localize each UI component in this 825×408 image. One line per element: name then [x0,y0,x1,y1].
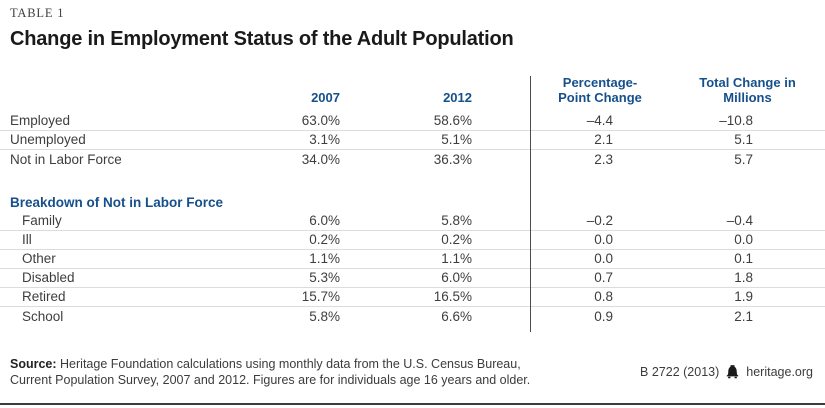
cell-pp-change: –4.4 [586,113,613,128]
cell-total-change: 0.1 [734,251,753,266]
table-row: Ill 0.2% 0.2% 0.0 0.0 [0,231,825,250]
column-header-pp-change: Percentage-Point Change [558,75,642,106]
cell-2012: 5.1% [441,132,472,147]
cell-2012: 6.0% [441,270,472,285]
cell-2007: 63.0% [301,113,340,128]
cell-2012: 0.2% [441,232,472,247]
column-divider-line [530,76,531,332]
footer: Source: Heritage Foundation calculations… [0,356,825,408]
cell-2012: 36.3% [433,151,472,167]
column-header-total-change: Total Change in Millions [699,75,796,106]
cell-total-change: 0.0 [734,232,753,247]
cell-2012: 1.1% [441,251,472,266]
section-header-label: Breakdown of Not in Labor Force [10,195,224,210]
cell-pp-change: 0.7 [594,270,613,285]
column-header-2007: 2007 [311,90,340,106]
table-header-row: 2007 2012 Percentage-Point Change Total … [0,74,825,112]
cell-2007: 3.1% [309,132,340,147]
cell-total-change: 1.9 [734,289,753,304]
source-note: Source: Heritage Foundation calculations… [10,356,530,388]
publication-code: B 2722 (2013) [640,365,720,379]
table-row: Retired 15.7% 16.5% 0.8 1.9 [0,288,825,307]
row-label: Disabled [22,270,75,285]
site-link: heritage.org [746,365,813,379]
cell-2007: 5.3% [309,270,340,285]
publication-line: B 2722 (2013) heritage.org [640,365,813,379]
cell-total-change: 1.8 [734,270,753,285]
liberty-bell-icon [725,365,740,379]
row-label: Not in Labor Force [10,151,122,167]
section-header-row: Breakdown of Not in Labor Force [0,193,825,212]
row-label: Family [22,213,62,228]
cell-total-change: 2.1 [734,308,753,324]
source-text: Heritage Foundation calculations using m… [56,357,521,371]
cell-2012: 16.5% [433,289,472,304]
cell-pp-change: 0.0 [594,251,613,266]
cell-total-change: 5.1 [734,132,753,147]
row-label: Ill [22,232,32,247]
cell-pp-change: 2.1 [594,132,613,147]
row-label: School [22,308,64,324]
table-row: School 5.8% 6.6% 0.9 2.1 [0,307,825,326]
cell-pp-change: –0.2 [586,213,613,228]
cell-pp-change: 0.8 [594,289,613,304]
source-line-1: Source: Heritage Foundation calculations… [10,356,530,372]
column-header-2012: 2012 [443,90,472,106]
cell-total-change: 5.7 [734,151,753,167]
cell-2007: 1.1% [309,251,340,266]
table-row: Family 6.0% 5.8% –0.2 –0.4 [0,212,825,231]
table-body: Employed 63.0% 58.6% –4.4 –10.8 Unemployed 3.1… [0,112,825,326]
source-label: Source: [10,357,57,371]
row-label: Unemployed [10,132,86,147]
cell-2007: 15.7% [301,289,340,304]
cell-pp-change: 0.0 [594,232,613,247]
row-label: Employed [10,113,71,128]
table-row: Unemployed 3.1% 5.1% 2.1 5.1 [0,131,825,150]
table-row: Other 1.1% 1.1% 0.0 0.1 [0,250,825,269]
cell-2007: 5.8% [309,308,340,324]
source-line-2: Current Population Survey, 2007 and 2012… [10,373,531,387]
cell-2012: 6.6% [441,308,472,324]
cell-total-change: –10.8 [719,113,753,128]
bottom-rule [0,403,825,405]
page-title: Change in Employment Status of the Adult… [10,28,514,50]
cell-2007: 0.2% [309,232,340,247]
cell-2007: 34.0% [301,151,340,167]
table-row: Disabled 5.3% 6.0% 0.7 1.8 [0,269,825,288]
cell-total-change: –0.4 [726,213,753,228]
row-label: Retired [22,289,66,304]
table-row: Employed 63.0% 58.6% –4.4 –10.8 [0,112,825,131]
table-row: Not in Labor Force 34.0% 36.3% 2.3 5.7 [0,150,825,169]
employment-table: 2007 2012 Percentage-Point Change Total … [0,74,825,326]
cell-pp-change: 0.9 [594,308,613,324]
table-spacer-row [0,169,825,193]
cell-2012: 58.6% [433,113,472,128]
cell-2012: 5.8% [441,213,472,228]
cell-pp-change: 2.3 [594,151,613,167]
table-number-label: TABLE 1 [10,6,65,20]
cell-2007: 6.0% [309,213,340,228]
row-label: Other [22,251,56,266]
